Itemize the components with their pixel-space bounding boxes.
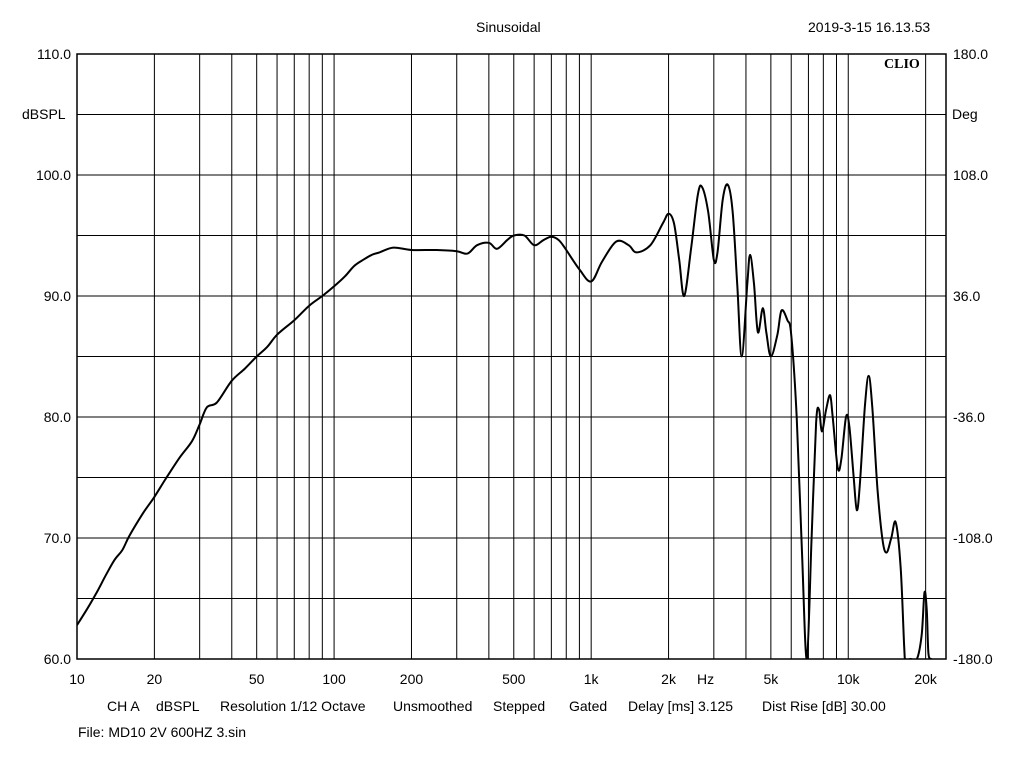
- y-tick-label: 110.0: [37, 46, 71, 62]
- y-tick-label: 60.0: [44, 651, 71, 667]
- y2-tick-label: -108.0: [953, 530, 993, 546]
- x-tick-label: 50: [249, 671, 265, 687]
- x-tick-label: 500: [502, 671, 526, 687]
- y-tick-label: 90.0: [44, 288, 71, 304]
- brand-logo: CLIO: [884, 57, 920, 72]
- y2-tick-label: 36.0: [953, 288, 980, 304]
- x-tick-label: 20k: [914, 671, 938, 687]
- y2-axis-label: Deg: [952, 106, 978, 122]
- x-tick-label: 5k: [763, 671, 779, 687]
- plot-frame: [76, 53, 947, 660]
- x-tick-label: 10k: [837, 671, 861, 687]
- y-tick-label: 70.0: [44, 530, 71, 546]
- x-tick-label: 200: [400, 671, 424, 687]
- footer-gating: Gated: [569, 698, 608, 714]
- chart-title: Sinusoidal: [476, 19, 541, 35]
- spl-response-curve: [77, 183, 932, 659]
- footer-delay: Delay [ms] 3.125: [628, 698, 734, 714]
- timestamp: 2019-3-15 16.13.53: [808, 19, 931, 35]
- footer-unit: dBSPL: [156, 698, 200, 714]
- footer-resolution: Resolution 1/12 Octave: [220, 698, 366, 714]
- x-tick-label: 2k: [661, 671, 677, 687]
- y-axis-label: dBSPL: [22, 106, 66, 122]
- y-tick-label: 80.0: [44, 409, 71, 425]
- x-tick-label: 100: [322, 671, 346, 687]
- footer-file: File: MD10 2V 600HZ 3.sin: [78, 724, 247, 740]
- x-tick-label: 20: [147, 671, 163, 687]
- y2-tick-label: 180.0: [953, 46, 988, 62]
- x-tick-label: 1k: [584, 671, 600, 687]
- y-tick-label: 100.0: [36, 167, 71, 183]
- x-axis-label: Hz: [697, 671, 715, 687]
- footer-channel: CH A: [107, 698, 140, 714]
- footer-smoothing: Unsmoothed: [393, 698, 473, 714]
- y2-tick-label: -36.0: [953, 409, 985, 425]
- footer-mode: Stepped: [493, 698, 546, 714]
- footer-dist-rise: Dist Rise [dB] 30.00: [762, 698, 886, 714]
- x-tick-label: 10: [69, 671, 85, 687]
- y2-tick-label: -180.0: [953, 651, 993, 667]
- y2-tick-label: 108.0: [953, 167, 988, 183]
